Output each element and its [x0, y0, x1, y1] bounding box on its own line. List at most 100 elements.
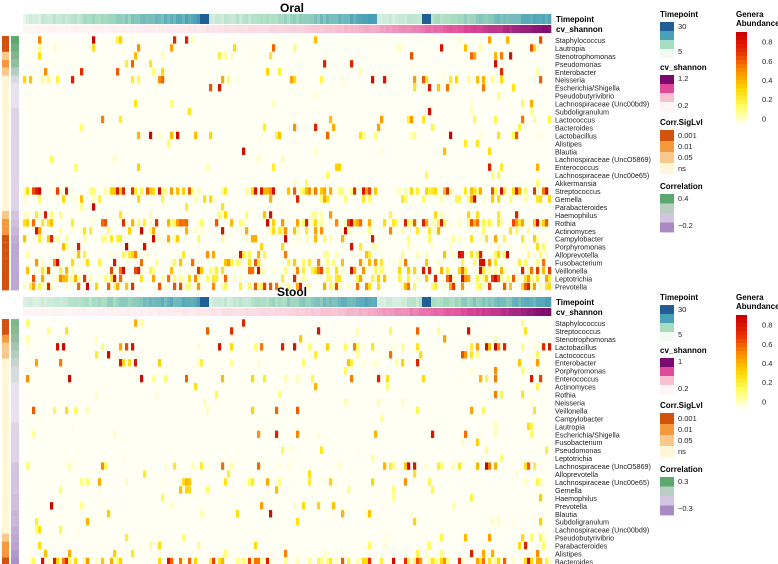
abundance-cell [416, 187, 420, 195]
timepoint-cell [281, 14, 285, 24]
abundance-cell [497, 518, 501, 526]
abundance-cell [143, 274, 147, 283]
abundance-cell [188, 107, 192, 116]
abundance-cell [347, 486, 351, 494]
timepoint-cell [74, 14, 78, 24]
cv-shannon-cell [134, 308, 138, 316]
abundance-cell [356, 327, 360, 335]
corr-siglvl-cell [2, 187, 9, 195]
cv-shannon-cell [287, 308, 291, 316]
genus-row-label: Leptotrichia [555, 454, 592, 463]
correlation-cell [11, 454, 19, 463]
abundance-cell [278, 390, 282, 399]
timepoint-cell [44, 14, 48, 24]
correlation-cell [11, 258, 19, 267]
abundance-cell [314, 266, 318, 275]
timepoint-cell [404, 297, 408, 307]
abundance-cell [407, 266, 411, 275]
abundance-cell [155, 266, 159, 275]
abundance-cell [371, 478, 375, 486]
abundance-cell [212, 557, 216, 564]
cv-shannon-cell [479, 25, 483, 33]
cv-shannon-cell [266, 25, 270, 33]
abundance-cell [401, 250, 405, 259]
cv-shannon-cell [101, 25, 105, 33]
abundance-cell [473, 235, 477, 243]
abundance-legend-swatch [736, 399, 747, 404]
timepoint-cell [41, 297, 45, 307]
abundance-cell [380, 147, 384, 155]
abundance-cell [491, 274, 495, 283]
abundance-cell [335, 282, 339, 291]
cv-shannon-cell [521, 308, 525, 316]
cv-shannon-cell [470, 308, 474, 316]
timepoint-cell [431, 14, 435, 24]
timepoint-cell [419, 14, 423, 24]
abundance-cell [413, 462, 417, 470]
abundance-cell [59, 557, 63, 564]
timepoint-cell [287, 297, 291, 307]
abundance-cell [47, 282, 51, 291]
abundance-cell [476, 139, 480, 147]
abundance-cell [296, 557, 300, 564]
correlation-legend-tick: −0.2 [678, 221, 693, 230]
genus-row-label: Actinomyces [555, 227, 596, 236]
timepoint-cell [503, 297, 507, 307]
abundance-cell [383, 462, 387, 470]
cv-shannon-cell [320, 25, 324, 33]
abundance-cell [335, 219, 339, 227]
timepoint-cell [26, 297, 30, 307]
abundance-cell [113, 266, 117, 275]
timepoint-cell [269, 14, 273, 24]
cv-shannon-cell [227, 25, 231, 33]
abundance-cell [533, 250, 537, 259]
timepoint-cell [131, 14, 135, 24]
abundance-cell [374, 359, 378, 367]
timepoint-cell [260, 297, 264, 307]
abundance-cell [110, 235, 114, 243]
abundance-cell [341, 557, 345, 564]
abundance-cell [203, 486, 207, 494]
timepoint-cell [416, 297, 420, 307]
timepoint-cell [83, 297, 87, 307]
abundance-cell [377, 398, 381, 407]
genus-row-label: Haemophilus [555, 494, 597, 503]
abundance-cell [104, 187, 108, 195]
cv-shannon-cell [302, 25, 306, 33]
abundance-cell [497, 171, 501, 179]
timepoint-cell [23, 14, 27, 24]
timepoint-cell [260, 14, 264, 24]
cv-shannon-cell [452, 25, 456, 33]
abundance-cell [122, 219, 126, 227]
abundance-cell [317, 266, 321, 275]
abundance-cell [311, 219, 315, 227]
abundance-cell [38, 36, 42, 44]
abundance-cell [512, 282, 516, 291]
timepoint-cell [530, 297, 534, 307]
abundance-cell [392, 343, 396, 351]
abundance-cell [65, 327, 69, 335]
correlation-legend-swatch [660, 486, 674, 497]
abundance-cell [470, 343, 474, 351]
abundance-cell [539, 343, 543, 351]
abundance-cell [392, 219, 396, 227]
abundance-cell [281, 235, 285, 243]
cv-shannon-cell [443, 25, 447, 33]
timepoint-cell [503, 14, 507, 24]
cv-shannon-cell [353, 308, 357, 316]
cv-shannon-cell [503, 25, 507, 33]
correlation-cell [11, 350, 19, 359]
abundance-cell [50, 227, 54, 235]
cv-shannon-cell [383, 308, 387, 316]
abundance-cell [425, 171, 429, 179]
abundance-cell [71, 274, 75, 283]
abundance-cell [488, 282, 492, 291]
genus-row-label: Stenotrophomonas [555, 335, 616, 344]
abundance-cell [278, 478, 282, 486]
abundance-cell [353, 526, 357, 534]
abundance-cell [479, 406, 483, 415]
correlation-cell [11, 131, 19, 140]
corr-siglvl-cell [2, 382, 9, 391]
abundance-cell [227, 470, 231, 478]
abundance-cell [425, 274, 429, 283]
